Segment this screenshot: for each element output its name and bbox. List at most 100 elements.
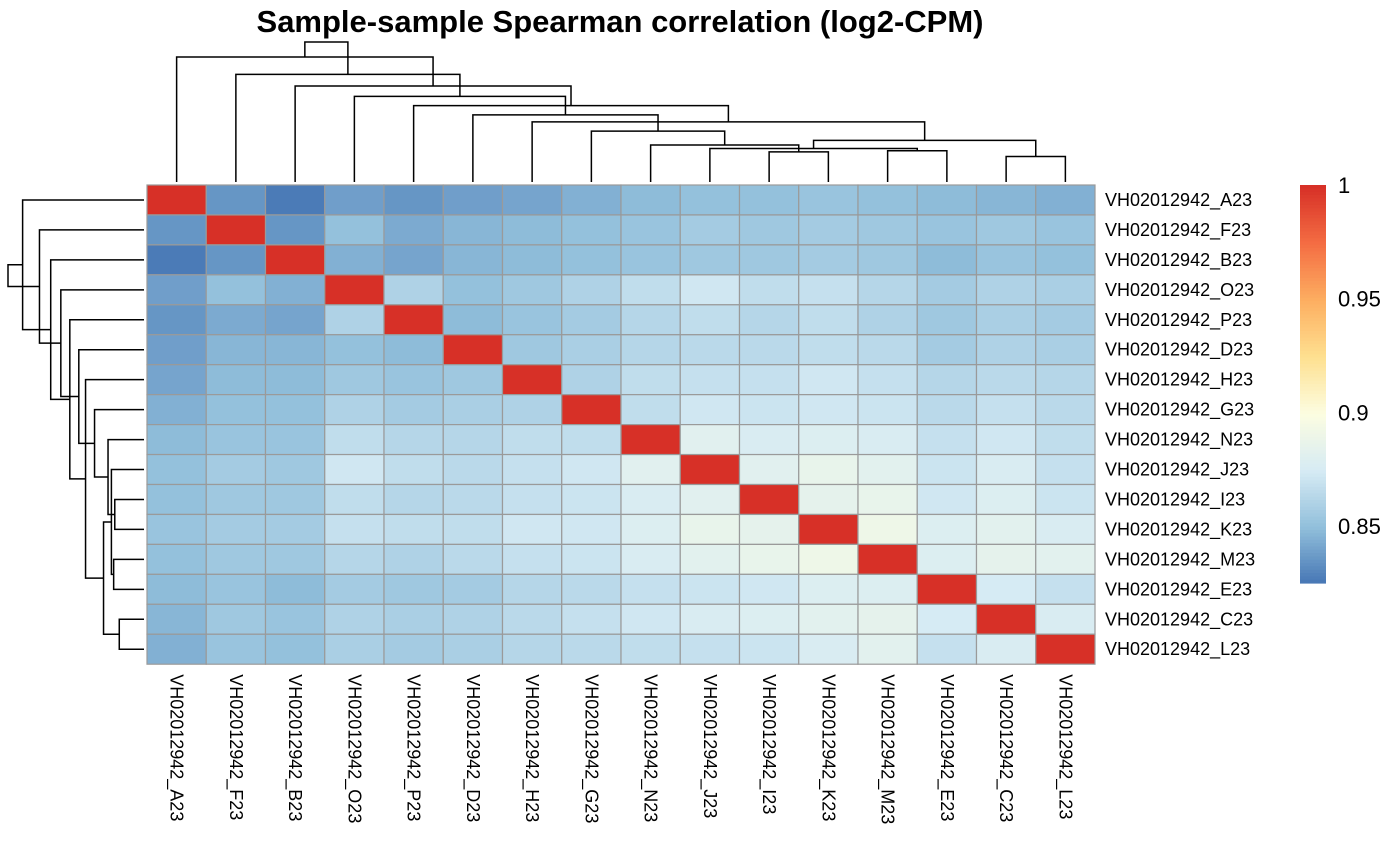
row-dendrogram: [7, 199, 144, 650]
heatmap-cell: [146, 304, 207, 336]
legend-color-step: [1300, 417, 1326, 422]
heatmap-cell: [324, 573, 385, 605]
dendrogram-branch: [294, 85, 572, 182]
heatmap-cell: [561, 214, 622, 246]
heatmap-cell: [561, 573, 622, 605]
heatmap-cell: [264, 394, 326, 426]
heatmap-cell: [1035, 633, 1096, 665]
heatmap-cell: [798, 364, 859, 396]
legend-color-step: [1300, 447, 1326, 451]
heatmap-cell: [857, 364, 918, 396]
legend-color-step: [1300, 397, 1326, 402]
heatmap-cell: [501, 184, 563, 216]
legend-color-step: [1300, 503, 1326, 508]
heatmap-cell: [146, 543, 207, 575]
legend-color-step: [1300, 576, 1326, 581]
legend-color-step: [1300, 440, 1326, 445]
heatmap-cell: [324, 483, 385, 516]
heatmap-cell: [324, 274, 385, 306]
legend-color-step: [1300, 334, 1326, 339]
heatmap-cell: [738, 513, 800, 546]
legend-color-step: [1300, 387, 1326, 392]
heatmap-cell: [205, 543, 267, 575]
legend-color-step: [1300, 380, 1326, 385]
column-label: VH02012942_C23: [995, 674, 1016, 822]
heatmap-cell: [620, 274, 681, 306]
heatmap-cell: [679, 334, 741, 366]
heatmap-cell: [383, 483, 444, 516]
legend-color-step: [1300, 496, 1326, 501]
heatmap-cell: [146, 274, 207, 306]
heatmap-cell: [738, 364, 800, 396]
heatmap-cell: [1035, 513, 1096, 546]
heatmap-cell: [1035, 334, 1096, 366]
heatmap-cell: [1035, 543, 1096, 575]
heatmap-cell: [264, 244, 326, 276]
heatmap-cell: [383, 573, 444, 605]
heatmap-cell: [324, 633, 385, 665]
heatmap-cell: [501, 633, 563, 665]
heatmap-cell: [1035, 274, 1096, 306]
heatmap-cell: [146, 394, 207, 426]
heatmap-cell: [383, 543, 444, 575]
heatmap-cell: [442, 543, 504, 575]
legend-color-step: [1300, 185, 1326, 189]
legend-color-step: [1300, 344, 1326, 349]
legend-color-step: [1300, 443, 1326, 448]
heatmap-cell: [738, 483, 800, 516]
legend-color-step: [1300, 188, 1326, 193]
legend-color-step: [1300, 307, 1326, 312]
column-label: VH02012942_E23: [936, 674, 957, 821]
heatmap-cell: [857, 513, 918, 546]
legend-color-step: [1300, 364, 1326, 369]
heatmap-cell: [383, 424, 444, 456]
heatmap-cell: [324, 543, 385, 575]
column-label: VH02012942_M23: [877, 674, 898, 824]
row-label: VH02012942_C23: [1105, 609, 1253, 630]
heatmap-cell: [264, 214, 326, 246]
heatmap-cell: [975, 573, 1037, 605]
heatmap-cell: [798, 543, 859, 575]
legend-color-step: [1300, 536, 1326, 541]
heatmap-cell: [501, 304, 563, 336]
heatmap-cell: [620, 543, 681, 575]
legend-color-step: [1300, 450, 1326, 455]
heatmap-cell: [1035, 424, 1096, 456]
heatmap-cell: [975, 513, 1037, 546]
legend-color-step: [1300, 224, 1326, 229]
heatmap-cell: [205, 424, 267, 456]
legend-color-step: [1300, 264, 1326, 269]
heatmap-cell: [383, 603, 444, 635]
heatmap-cell: [1035, 364, 1096, 396]
heatmap-cell: [442, 483, 504, 516]
heatmap-cell: [561, 334, 622, 366]
legend-color-step: [1300, 301, 1326, 305]
legend-color-step: [1300, 569, 1326, 574]
dendrogram-branch: [590, 130, 726, 182]
dendrogram-branch: [21, 199, 144, 331]
heatmap-cell: [501, 513, 563, 546]
legend-color-step: [1300, 294, 1326, 299]
row-label: VH02012942_A23: [1105, 190, 1252, 211]
heatmap-cell: [679, 304, 741, 336]
legend-color-step: [1300, 261, 1326, 266]
row-label: VH02012942_E23: [1105, 579, 1252, 600]
heatmap-cell: [738, 394, 800, 426]
legend-color-step: [1300, 476, 1326, 481]
heatmap-cell: [679, 603, 741, 635]
heatmap-cell: [916, 633, 978, 665]
heatmap-cell: [916, 214, 978, 246]
heatmap-cell: [324, 513, 385, 546]
heatmap-cell: [679, 633, 741, 665]
heatmap-cell: [1035, 603, 1096, 635]
legend-color-step: [1300, 516, 1326, 521]
heatmap-cell: [501, 453, 563, 486]
heatmap-cell: [205, 453, 267, 486]
legend-color-step: [1300, 324, 1326, 329]
heatmap-cell: [264, 483, 326, 516]
heatmap-cell: [857, 184, 918, 216]
heatmap-cell: [501, 274, 563, 306]
heatmap-cell: [620, 184, 681, 216]
heatmap-cell: [857, 394, 918, 426]
heatmap-cell: [501, 244, 563, 276]
